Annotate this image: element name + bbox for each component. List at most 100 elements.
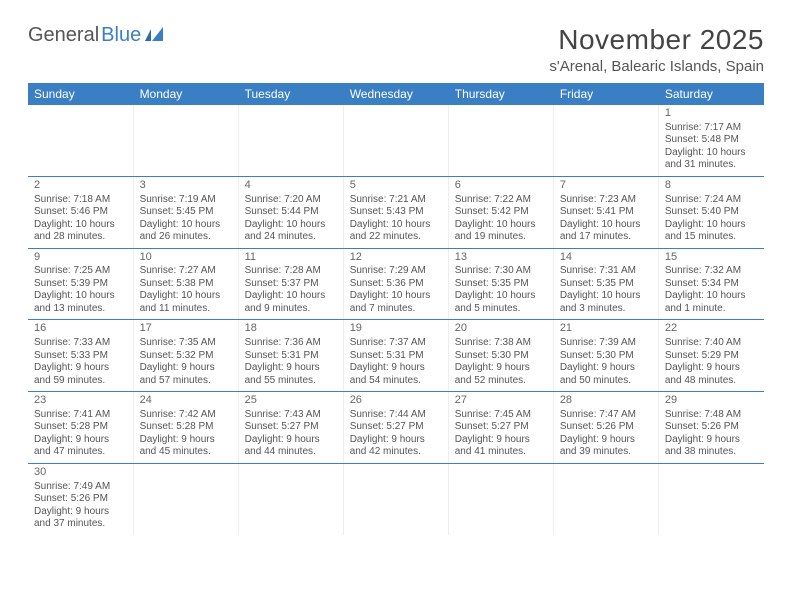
day-number: 3	[140, 179, 232, 193]
calendar-cell: 4Sunrise: 7:20 AMSunset: 5:44 PMDaylight…	[238, 176, 343, 248]
sunrise-text: Sunrise: 7:45 AM	[455, 409, 547, 422]
sunrise-text: Sunrise: 7:22 AM	[455, 194, 547, 207]
calendar-week: 23Sunrise: 7:41 AMSunset: 5:28 PMDayligh…	[28, 392, 764, 464]
calendar-cell	[448, 463, 553, 534]
day-header-row: Sunday Monday Tuesday Wednesday Thursday…	[28, 83, 764, 105]
day-number: 17	[140, 322, 232, 336]
calendar-body: 1Sunrise: 7:17 AMSunset: 5:48 PMDaylight…	[28, 105, 764, 535]
sunset-text: Sunset: 5:26 PM	[560, 421, 652, 434]
sunset-text: Sunset: 5:46 PM	[34, 206, 127, 219]
day-number: 22	[665, 322, 758, 336]
day-number: 16	[34, 322, 127, 336]
title-block: November 2025 s'Arenal, Balearic Islands…	[549, 24, 764, 75]
sunrise-text: Sunrise: 7:33 AM	[34, 337, 127, 350]
day-number: 6	[455, 179, 547, 193]
day-number: 8	[665, 179, 758, 193]
sunrise-text: Sunrise: 7:21 AM	[350, 194, 442, 207]
sunrise-text: Sunrise: 7:17 AM	[665, 122, 758, 135]
day-number: 15	[665, 251, 758, 265]
sunrise-text: Sunrise: 7:40 AM	[665, 337, 758, 350]
daylight-text: Daylight: 10 hours and 1 minute.	[665, 290, 758, 315]
daylight-text: Daylight: 10 hours and 13 minutes.	[34, 290, 127, 315]
sunset-text: Sunset: 5:30 PM	[455, 350, 547, 363]
calendar-cell: 3Sunrise: 7:19 AMSunset: 5:45 PMDaylight…	[133, 176, 238, 248]
daylight-text: Daylight: 10 hours and 19 minutes.	[455, 219, 547, 244]
day-number: 14	[560, 251, 652, 265]
header: GeneralBlue November 2025 s'Arenal, Bale…	[28, 24, 764, 75]
calendar-cell: 28Sunrise: 7:47 AMSunset: 5:26 PMDayligh…	[553, 392, 658, 464]
calendar-cell: 12Sunrise: 7:29 AMSunset: 5:36 PMDayligh…	[343, 248, 448, 320]
calendar-cell: 17Sunrise: 7:35 AMSunset: 5:32 PMDayligh…	[133, 320, 238, 392]
sunrise-text: Sunrise: 7:24 AM	[665, 194, 758, 207]
daylight-text: Daylight: 10 hours and 15 minutes.	[665, 219, 758, 244]
sunset-text: Sunset: 5:31 PM	[350, 350, 442, 363]
sunrise-text: Sunrise: 7:41 AM	[34, 409, 127, 422]
calendar-cell	[133, 463, 238, 534]
day-number: 10	[140, 251, 232, 265]
daylight-text: Daylight: 10 hours and 11 minutes.	[140, 290, 232, 315]
calendar-cell: 21Sunrise: 7:39 AMSunset: 5:30 PMDayligh…	[553, 320, 658, 392]
calendar-cell	[658, 463, 763, 534]
day-number: 27	[455, 394, 547, 408]
sunset-text: Sunset: 5:36 PM	[350, 278, 442, 291]
sunset-text: Sunset: 5:29 PM	[665, 350, 758, 363]
col-friday: Friday	[553, 83, 658, 105]
day-number: 25	[245, 394, 337, 408]
calendar-cell: 15Sunrise: 7:32 AMSunset: 5:34 PMDayligh…	[658, 248, 763, 320]
logo: GeneralBlue	[28, 24, 165, 47]
sunrise-text: Sunrise: 7:29 AM	[350, 265, 442, 278]
sunset-text: Sunset: 5:32 PM	[140, 350, 232, 363]
day-number: 7	[560, 179, 652, 193]
sunset-text: Sunset: 5:27 PM	[455, 421, 547, 434]
col-monday: Monday	[133, 83, 238, 105]
day-number: 23	[34, 394, 127, 408]
sunrise-text: Sunrise: 7:48 AM	[665, 409, 758, 422]
day-number: 20	[455, 322, 547, 336]
calendar-cell	[133, 105, 238, 176]
sunset-text: Sunset: 5:44 PM	[245, 206, 337, 219]
day-number: 1	[665, 107, 758, 121]
day-number: 13	[455, 251, 547, 265]
sunrise-text: Sunrise: 7:39 AM	[560, 337, 652, 350]
daylight-text: Daylight: 10 hours and 28 minutes.	[34, 219, 127, 244]
calendar-cell	[238, 463, 343, 534]
sunset-text: Sunset: 5:45 PM	[140, 206, 232, 219]
col-saturday: Saturday	[658, 83, 763, 105]
daylight-text: Daylight: 9 hours and 59 minutes.	[34, 362, 127, 387]
calendar-cell: 9Sunrise: 7:25 AMSunset: 5:39 PMDaylight…	[28, 248, 133, 320]
calendar-cell: 29Sunrise: 7:48 AMSunset: 5:26 PMDayligh…	[658, 392, 763, 464]
daylight-text: Daylight: 10 hours and 24 minutes.	[245, 219, 337, 244]
daylight-text: Daylight: 9 hours and 47 minutes.	[34, 434, 127, 459]
daylight-text: Daylight: 10 hours and 26 minutes.	[140, 219, 232, 244]
calendar-week: 30Sunrise: 7:49 AMSunset: 5:26 PMDayligh…	[28, 463, 764, 534]
sunrise-text: Sunrise: 7:43 AM	[245, 409, 337, 422]
col-wednesday: Wednesday	[343, 83, 448, 105]
calendar-cell: 27Sunrise: 7:45 AMSunset: 5:27 PMDayligh…	[448, 392, 553, 464]
calendar-week: 1Sunrise: 7:17 AMSunset: 5:48 PMDaylight…	[28, 105, 764, 176]
calendar-cell: 10Sunrise: 7:27 AMSunset: 5:38 PMDayligh…	[133, 248, 238, 320]
sunrise-text: Sunrise: 7:44 AM	[350, 409, 442, 422]
sunrise-text: Sunrise: 7:49 AM	[34, 481, 127, 494]
day-number: 24	[140, 394, 232, 408]
day-number: 9	[34, 251, 127, 265]
sunset-text: Sunset: 5:34 PM	[665, 278, 758, 291]
calendar-week: 9Sunrise: 7:25 AMSunset: 5:39 PMDaylight…	[28, 248, 764, 320]
calendar-cell: 22Sunrise: 7:40 AMSunset: 5:29 PMDayligh…	[658, 320, 763, 392]
calendar-cell: 30Sunrise: 7:49 AMSunset: 5:26 PMDayligh…	[28, 463, 133, 534]
daylight-text: Daylight: 10 hours and 3 minutes.	[560, 290, 652, 315]
calendar-cell	[28, 105, 133, 176]
daylight-text: Daylight: 9 hours and 38 minutes.	[665, 434, 758, 459]
calendar-cell: 13Sunrise: 7:30 AMSunset: 5:35 PMDayligh…	[448, 248, 553, 320]
calendar-cell	[343, 105, 448, 176]
daylight-text: Daylight: 10 hours and 31 minutes.	[665, 147, 758, 172]
sunrise-text: Sunrise: 7:47 AM	[560, 409, 652, 422]
daylight-text: Daylight: 10 hours and 17 minutes.	[560, 219, 652, 244]
sunset-text: Sunset: 5:28 PM	[34, 421, 127, 434]
sunrise-text: Sunrise: 7:18 AM	[34, 194, 127, 207]
sunrise-text: Sunrise: 7:30 AM	[455, 265, 547, 278]
daylight-text: Daylight: 9 hours and 44 minutes.	[245, 434, 337, 459]
logo-flag-icon	[145, 27, 165, 41]
sunset-text: Sunset: 5:26 PM	[34, 493, 127, 506]
sunset-text: Sunset: 5:35 PM	[455, 278, 547, 291]
sunset-text: Sunset: 5:27 PM	[350, 421, 442, 434]
